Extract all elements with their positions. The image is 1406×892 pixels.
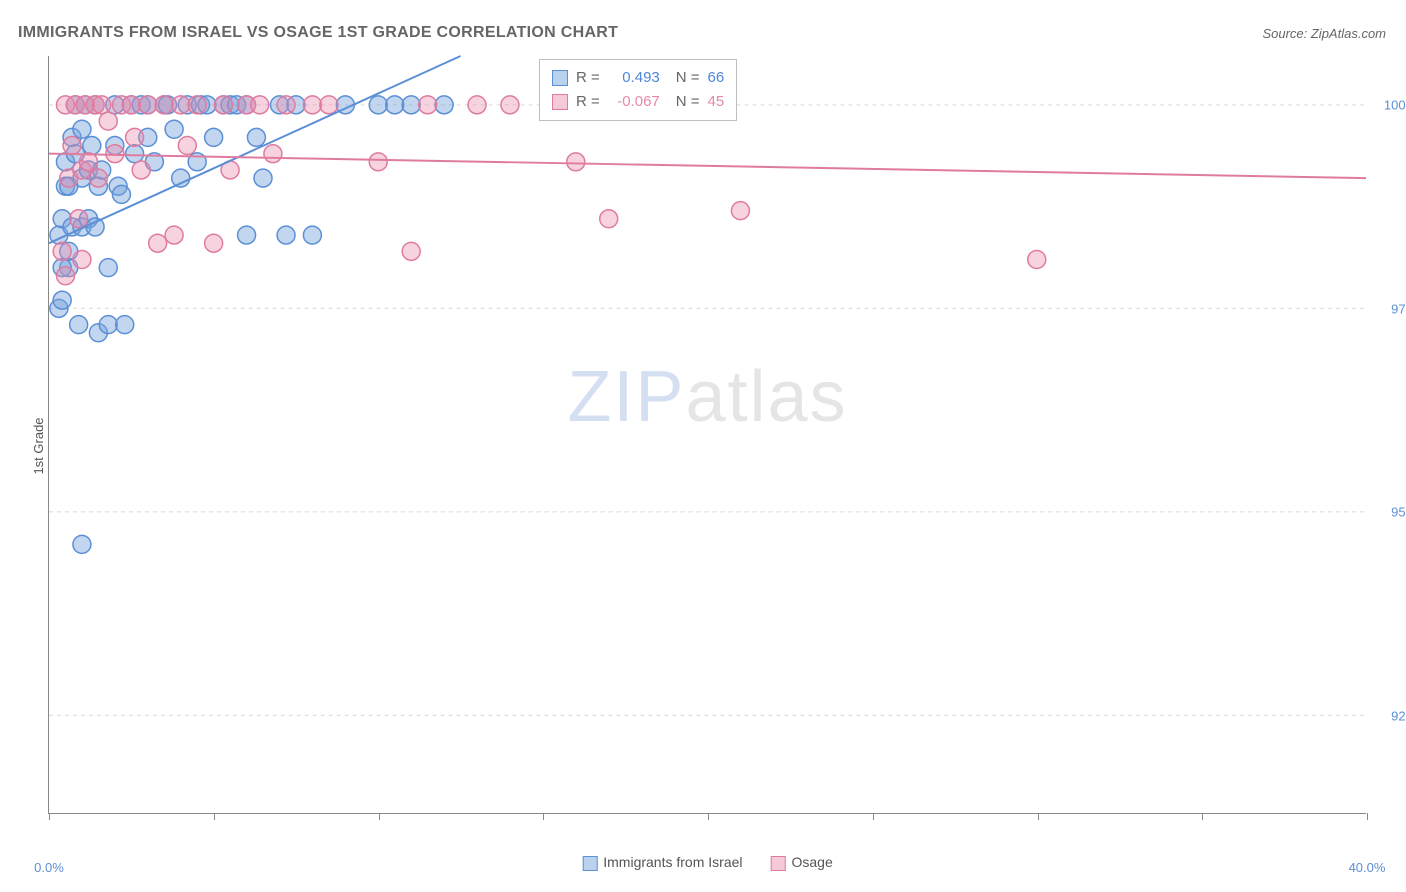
data-point: [122, 96, 140, 114]
data-point: [501, 96, 519, 114]
data-point: [73, 535, 91, 553]
data-point: [73, 120, 91, 138]
data-point: [155, 96, 173, 114]
data-point: [116, 316, 134, 334]
legend-label: Osage: [792, 854, 833, 870]
bottom-legend: Immigrants from Israel Osage: [582, 854, 833, 871]
source-attribution: Source: ZipAtlas.com: [1262, 26, 1386, 41]
stat-r-value: -0.067: [608, 90, 660, 114]
data-point: [53, 291, 71, 309]
data-point: [126, 128, 144, 146]
data-point: [99, 112, 117, 130]
legend-swatch-icon: [552, 94, 568, 110]
y-axis-label: 1st Grade: [31, 417, 46, 474]
stat-n-value: 45: [708, 90, 725, 114]
data-point: [53, 242, 71, 260]
xtick: [1367, 813, 1368, 820]
legend-item: Osage: [771, 854, 833, 871]
ytick-label: 95.0%: [1372, 505, 1406, 520]
legend-swatch-icon: [582, 856, 597, 871]
data-point: [215, 96, 233, 114]
xtick-label: 0.0%: [34, 860, 64, 875]
data-point: [132, 161, 150, 179]
data-point: [149, 234, 167, 252]
data-point: [731, 202, 749, 220]
data-point: [369, 96, 387, 114]
data-point: [247, 128, 265, 146]
xtick: [708, 813, 709, 820]
stat-r-label: R =: [576, 90, 600, 114]
data-point: [419, 96, 437, 114]
data-point: [205, 234, 223, 252]
data-point: [70, 316, 88, 334]
data-point: [402, 242, 420, 260]
data-point: [277, 226, 295, 244]
stats-row: R = 0.493 N = 66: [552, 66, 724, 90]
xtick: [873, 813, 874, 820]
data-point: [402, 96, 420, 114]
data-point: [126, 145, 144, 163]
data-point: [165, 226, 183, 244]
data-point: [139, 96, 157, 114]
data-point: [172, 96, 190, 114]
legend-swatch-icon: [552, 70, 568, 86]
data-point: [93, 96, 111, 114]
data-point: [73, 251, 91, 269]
xtick: [49, 813, 50, 820]
data-point: [188, 96, 206, 114]
data-point: [369, 153, 387, 171]
stats-box: R = 0.493 N = 66 R = -0.067 N = 45: [539, 59, 737, 121]
data-point: [99, 316, 117, 334]
regression-line: [49, 154, 1366, 178]
stat-n-value: 66: [708, 66, 725, 90]
data-point: [386, 96, 404, 114]
data-point: [99, 259, 117, 277]
stats-row: R = -0.067 N = 45: [552, 90, 724, 114]
data-point: [205, 128, 223, 146]
data-point: [303, 96, 321, 114]
data-point: [264, 145, 282, 163]
stat-n-label: N =: [676, 66, 700, 90]
data-point: [86, 218, 104, 236]
stat-r-label: R =: [576, 66, 600, 90]
data-point: [89, 169, 107, 187]
data-point: [238, 226, 256, 244]
plot-area: ZIPatlas 92.5%95.0%97.5%100.0% 0.0%40.0%…: [48, 56, 1366, 814]
data-point: [63, 137, 81, 155]
legend-swatch-icon: [771, 856, 786, 871]
legend-item: Immigrants from Israel: [582, 854, 742, 871]
xtick: [543, 813, 544, 820]
data-point: [1028, 251, 1046, 269]
xtick: [214, 813, 215, 820]
stat-r-value: 0.493: [608, 66, 660, 90]
stat-n-label: N =: [676, 90, 700, 114]
data-point: [254, 169, 272, 187]
data-point: [83, 137, 101, 155]
xtick: [1038, 813, 1039, 820]
data-point: [165, 120, 183, 138]
data-point: [178, 137, 196, 155]
data-point: [435, 96, 453, 114]
ytick-label: 92.5%: [1372, 709, 1406, 724]
ytick-label: 97.5%: [1372, 301, 1406, 316]
xtick: [379, 813, 380, 820]
data-point: [320, 96, 338, 114]
ytick-label: 100.0%: [1372, 97, 1406, 112]
data-point: [56, 267, 74, 285]
data-point: [277, 96, 295, 114]
legend-label: Immigrants from Israel: [603, 854, 742, 870]
data-point: [112, 185, 130, 203]
xtick: [1202, 813, 1203, 820]
chart-container: IMMIGRANTS FROM ISRAEL VS OSAGE 1ST GRAD…: [0, 0, 1406, 892]
chart-title: IMMIGRANTS FROM ISRAEL VS OSAGE 1ST GRAD…: [18, 24, 618, 42]
data-point: [251, 96, 269, 114]
data-point: [468, 96, 486, 114]
data-point: [106, 145, 124, 163]
data-point: [600, 210, 618, 228]
data-point: [70, 210, 88, 228]
data-point: [567, 153, 585, 171]
xtick-label: 40.0%: [1349, 860, 1386, 875]
data-point: [303, 226, 321, 244]
plot-svg: [49, 56, 1366, 813]
